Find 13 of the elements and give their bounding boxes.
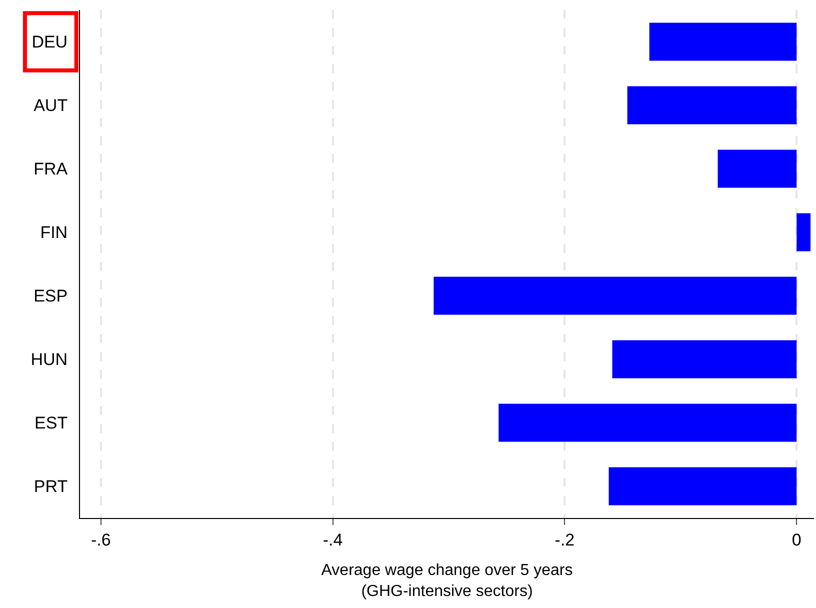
x-axis-title: Average wage change over 5 years (GHG-intensive sectors) [321,562,573,600]
y-tick-label: EST [34,414,68,433]
x-tick-label: 0 [792,530,802,550]
y-tick-label: AUT [34,96,68,116]
x-tick-label: -.6 [90,530,111,550]
y-tick-label: DEU [32,32,68,52]
y-tick-label: FIN [40,223,68,242]
y-tick-label: PRT [34,477,68,496]
y-tick-label: HUN [30,350,68,370]
x-tick-label: -.4 [322,530,343,550]
y-tick-label: ESP [34,286,68,306]
y-tick-label: FRA [34,160,68,179]
x-tick-label: -.2 [554,530,575,550]
